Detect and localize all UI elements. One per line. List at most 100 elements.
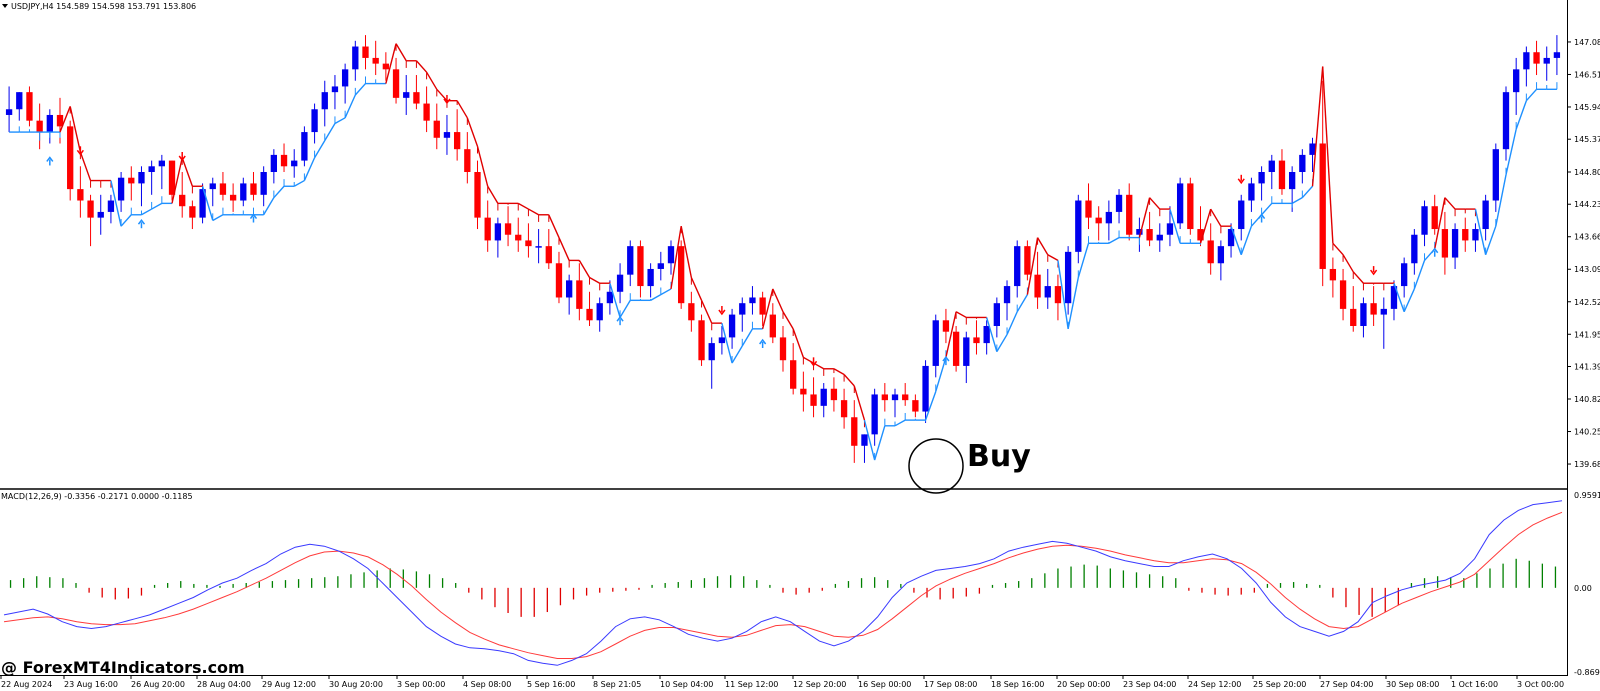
candle-body <box>1288 172 1296 190</box>
trend-line-segment <box>151 202 163 210</box>
price-tick-label: 141.955 <box>1574 330 1600 339</box>
candle-body <box>555 263 563 298</box>
candle-body <box>403 92 410 98</box>
candle <box>128 166 135 201</box>
candle-body <box>657 263 664 269</box>
candle-body <box>647 268 654 287</box>
candle-body <box>779 337 787 361</box>
candle-body <box>820 388 827 406</box>
candle <box>1268 154 1275 190</box>
sell-arrow-head <box>809 360 818 367</box>
sell-arrow-icon <box>1370 266 1378 276</box>
candle <box>1248 177 1255 212</box>
candle <box>372 40 379 76</box>
trend-line-segment <box>528 208 539 216</box>
candle-body <box>932 320 939 366</box>
candle-body <box>1462 229 1469 241</box>
candle <box>749 286 756 315</box>
trend-line-segment <box>487 185 499 204</box>
candle <box>555 251 563 304</box>
buy-arrow-head <box>46 156 54 162</box>
candle-body <box>902 394 909 401</box>
candle <box>728 308 736 349</box>
candle <box>1075 194 1082 264</box>
candle <box>1553 35 1561 76</box>
candle-body <box>494 223 502 241</box>
time-tick-label: 12 Sep 20:00 <box>793 680 846 689</box>
trend-line-segment <box>996 334 1008 353</box>
candle <box>535 229 542 264</box>
candle <box>647 263 654 298</box>
trend-line-segment <box>344 94 356 119</box>
candle-body <box>240 183 247 201</box>
trend-line-segment <box>1444 197 1456 210</box>
trend-line-segment <box>517 202 529 210</box>
candle <box>1431 194 1438 235</box>
candle <box>1513 57 1520 115</box>
trend-line-segment <box>141 208 152 216</box>
candle <box>250 172 257 201</box>
trend-line-segment <box>853 385 866 421</box>
candle-body <box>1227 229 1235 247</box>
trend-line-segment <box>782 311 794 330</box>
candle <box>1390 280 1398 321</box>
candle-body <box>199 189 206 218</box>
buy-signal-circle <box>908 438 964 494</box>
candle <box>87 194 94 247</box>
candle <box>352 40 359 81</box>
candle-body <box>718 337 726 344</box>
trend-line-segment <box>792 328 805 358</box>
trend-line-segment <box>578 260 591 278</box>
trend-line-segment <box>324 123 336 141</box>
trend-line-segment <box>334 117 346 125</box>
sell-arrow-icon <box>443 94 451 105</box>
buy-arrow-icon <box>249 213 258 223</box>
price-tick-label: 142.525 <box>1574 298 1600 307</box>
macd-signal-line <box>3 511 1563 659</box>
candle-body <box>1024 246 1031 275</box>
candle <box>606 280 614 315</box>
trend-line-segment <box>415 60 428 73</box>
trend-line-segment <box>1057 260 1069 329</box>
candle-body <box>1350 308 1357 326</box>
sell-arrow-icon <box>718 306 726 316</box>
candle <box>718 326 726 355</box>
trend-line-segment <box>425 71 438 90</box>
price-panel[interactable] <box>5 35 1561 463</box>
candle-body <box>5 109 13 115</box>
candle-body <box>413 92 420 104</box>
candle-body <box>382 63 390 70</box>
time-tick-label: 22 Aug 2024 <box>1 680 52 689</box>
candle <box>515 217 522 252</box>
candle <box>545 229 552 269</box>
trend-line-segment <box>1322 66 1334 244</box>
candle-body <box>117 177 125 201</box>
candle <box>1156 223 1163 252</box>
candle <box>301 126 308 167</box>
trend-line-segment <box>558 237 570 261</box>
buy-arrow-head <box>942 355 950 362</box>
candle <box>382 52 390 81</box>
candle-body <box>1238 200 1245 230</box>
macd-panel[interactable] <box>3 500 1563 666</box>
candle <box>830 377 838 412</box>
candle-body <box>1014 246 1021 287</box>
candle-body <box>800 388 807 395</box>
candle <box>321 80 328 127</box>
candle <box>1492 143 1499 212</box>
candle-body <box>576 280 583 309</box>
buy-arrow-head <box>1258 213 1266 219</box>
candle-body <box>912 400 919 412</box>
trend-line-segment <box>1210 208 1222 227</box>
candle-body <box>545 246 552 264</box>
symbol-dropdown-icon[interactable] <box>2 4 8 8</box>
candle <box>453 109 461 161</box>
trend-line-segment <box>1108 236 1120 244</box>
candle-body <box>728 314 736 338</box>
candle <box>1095 206 1102 241</box>
sell-arrow-head <box>178 155 186 162</box>
candle <box>464 132 471 184</box>
candle-body <box>1360 303 1367 326</box>
candle <box>973 320 980 355</box>
